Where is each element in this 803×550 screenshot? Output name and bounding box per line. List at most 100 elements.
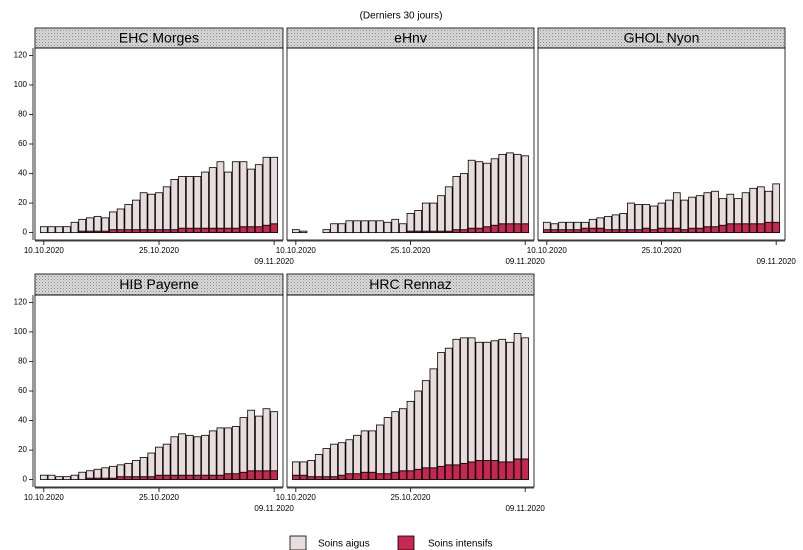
bar-segment — [421, 380, 430, 469]
bar-segment — [483, 226, 491, 234]
bar-segment — [741, 192, 750, 225]
bar-segment — [703, 226, 712, 234]
bar-segment — [70, 474, 79, 481]
bar-segment — [383, 221, 392, 234]
bar-segment — [314, 476, 323, 481]
bar-segment — [711, 190, 719, 228]
bar-segment — [467, 337, 476, 463]
bar-segment — [573, 221, 582, 231]
bar-segment — [749, 187, 758, 225]
bar-segment — [444, 347, 453, 466]
legend-swatch — [289, 535, 307, 550]
bar-segment — [764, 221, 773, 234]
bar-segment — [619, 213, 628, 231]
y-tick-label: 60 — [18, 386, 27, 395]
bar-segment — [680, 199, 689, 231]
bar-segment — [581, 227, 589, 234]
bar-segment — [116, 464, 125, 478]
bar-segment — [414, 210, 422, 232]
bar-segment — [726, 193, 735, 225]
plot-frame — [34, 294, 284, 488]
bar-segment — [254, 226, 263, 234]
bar-segment — [70, 221, 79, 234]
bar-segment — [429, 202, 438, 232]
strip-title: HIB Payerne — [119, 276, 199, 292]
bar-segment — [132, 229, 140, 234]
bar-segment — [224, 427, 232, 475]
bar-segment — [224, 473, 232, 481]
bar-segment — [330, 476, 338, 481]
bar-segment — [521, 337, 530, 460]
bar-segment — [201, 227, 209, 234]
bar-segment — [322, 476, 331, 481]
bar-segment — [139, 476, 148, 481]
y-tick-label: 20 — [18, 445, 27, 454]
bar-segment — [155, 446, 163, 476]
bar-segment — [490, 340, 499, 461]
bar-segment — [498, 153, 507, 225]
bar-segment — [460, 229, 468, 234]
y-tick-label: 120 — [14, 50, 28, 59]
x-tick-label: 10.10.2020 — [24, 493, 65, 502]
bar-segment — [550, 229, 559, 234]
bar-segment — [550, 223, 559, 231]
bar-segment — [437, 352, 445, 467]
bar-segment — [368, 430, 377, 473]
bar-segment — [330, 223, 338, 234]
bar-segment — [262, 408, 271, 472]
bar-segment — [650, 205, 658, 231]
bar-segment — [208, 474, 217, 481]
bar-segment — [208, 430, 217, 476]
bar-segment — [634, 229, 643, 234]
bar-segment — [711, 226, 719, 234]
bar-segment — [588, 218, 597, 229]
bar-segment — [162, 186, 171, 231]
bar-segment — [254, 164, 263, 228]
bar-segment — [170, 179, 179, 231]
strip-title: eHnv — [394, 30, 427, 46]
bar-segment — [239, 226, 248, 234]
bar-segment — [741, 223, 750, 234]
bar-segment — [124, 204, 133, 231]
bar-segment — [558, 229, 566, 234]
plot-frame — [537, 47, 786, 241]
bar-segment — [444, 464, 453, 481]
bar-segment — [611, 214, 620, 231]
bar-segment — [376, 220, 384, 234]
bar-segment — [270, 470, 279, 481]
bar-segment — [391, 411, 400, 473]
bar-segment — [239, 161, 248, 228]
bar-segment — [665, 199, 673, 229]
bar-segment — [680, 229, 689, 234]
bar-segment — [78, 471, 87, 481]
subtitle: (Derniers 30 jours) — [360, 11, 443, 22]
bar-segment — [596, 217, 605, 229]
bar-segment — [216, 427, 225, 476]
bar-segment — [506, 461, 514, 481]
y-tick-label: 20 — [18, 198, 27, 207]
bar-segment — [565, 221, 574, 231]
bar-segment — [201, 474, 209, 481]
bar-segment — [291, 461, 300, 476]
bar-segment — [475, 227, 484, 234]
bar-segment — [124, 229, 133, 234]
bar-segment — [558, 221, 566, 231]
x-tick-label: 10.10.2020 — [276, 493, 317, 502]
bar-segment — [170, 229, 179, 234]
bar-segment — [437, 195, 445, 232]
bar-segment — [521, 155, 530, 225]
legend-label: Soins aigus — [318, 539, 370, 550]
bar-segment — [688, 196, 696, 229]
bar-segment — [147, 193, 156, 231]
y-tick-label: 40 — [18, 169, 27, 178]
bar-segment — [565, 229, 574, 234]
bar-segment — [483, 162, 491, 228]
bar-segment — [665, 227, 673, 234]
bar-segment — [178, 227, 186, 234]
bar-segment — [101, 217, 110, 232]
bar-segment — [139, 192, 148, 231]
bar-segment — [467, 227, 476, 234]
bar-segment — [506, 341, 514, 463]
bar-segment — [757, 186, 765, 225]
